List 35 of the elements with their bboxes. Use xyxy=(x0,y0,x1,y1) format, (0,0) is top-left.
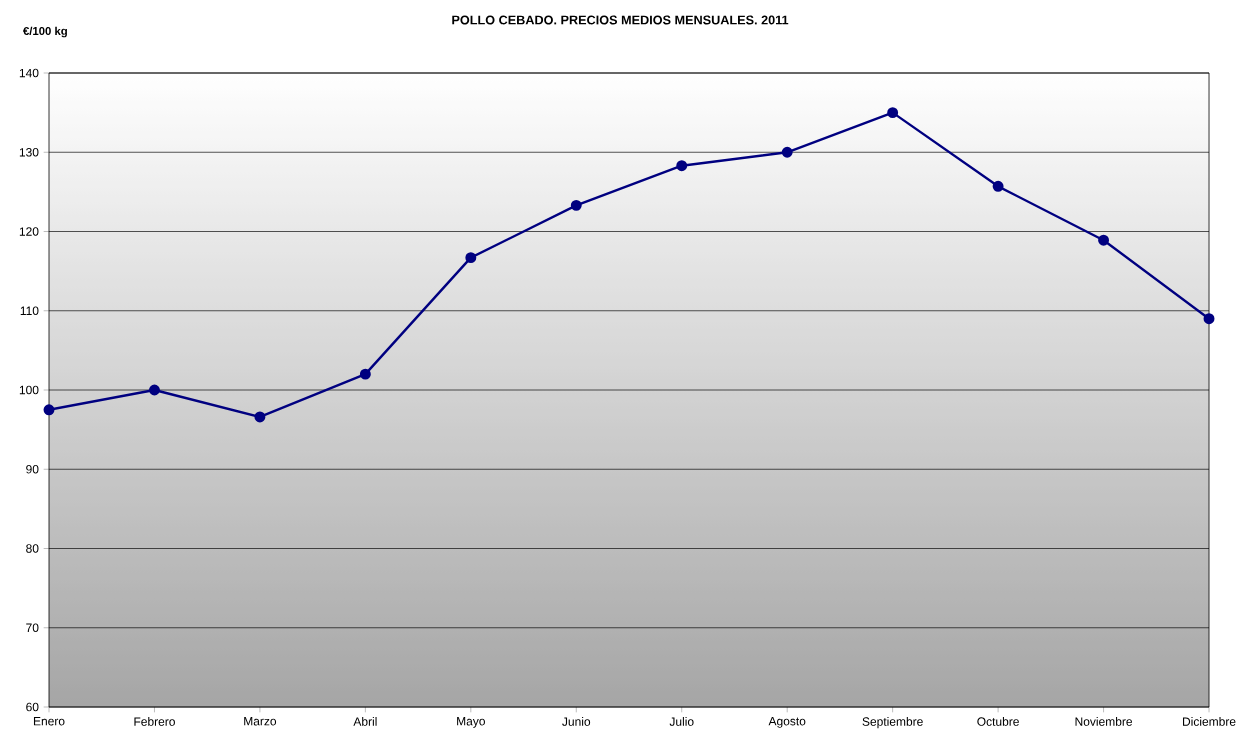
x-tick-label: Marzo xyxy=(244,717,277,726)
y-axis-title: €/100 kg xyxy=(23,26,67,38)
x-tick-label: Enero xyxy=(33,717,65,726)
y-tick-label: 60 xyxy=(26,702,39,712)
point xyxy=(781,146,793,158)
point xyxy=(148,384,160,396)
point xyxy=(570,199,582,211)
x-tick-label: Noviembre xyxy=(1075,717,1133,726)
y-tick-label: 70 xyxy=(26,623,39,633)
x-tick-label: Octubre xyxy=(977,717,1019,726)
y-tick-label: 120 xyxy=(19,227,39,236)
x-tick-label: Septiembre xyxy=(862,717,923,729)
x-tick-label: Julio xyxy=(669,717,694,726)
x-tick-label: Junio xyxy=(562,717,591,726)
point xyxy=(254,411,266,423)
point xyxy=(887,107,899,119)
x-tick-label: Mayo xyxy=(457,717,485,728)
point xyxy=(1098,234,1110,246)
x-tick-label: Agosto xyxy=(768,717,806,728)
chart-title: POLLO CEBADO. PRECIOS MEDIOS MENSUALES. 2011 xyxy=(452,15,789,25)
point xyxy=(676,160,688,172)
point xyxy=(465,252,477,264)
point xyxy=(1203,313,1215,325)
y-tick-label: 140 xyxy=(19,68,39,78)
x-tick-label: Diciembre xyxy=(1183,717,1236,726)
y-tick-label: 100 xyxy=(19,385,39,395)
y-tick-label: 90 xyxy=(26,465,39,474)
point xyxy=(992,180,1004,192)
y-tick-label: 110 xyxy=(20,306,39,316)
y-tick-label: 80 xyxy=(26,544,39,553)
y-tick-label: 130 xyxy=(19,148,39,157)
x-tick-label: Abril xyxy=(353,717,377,726)
point xyxy=(43,404,55,416)
x-tick-label: Febrero xyxy=(134,717,175,726)
point xyxy=(359,368,371,380)
